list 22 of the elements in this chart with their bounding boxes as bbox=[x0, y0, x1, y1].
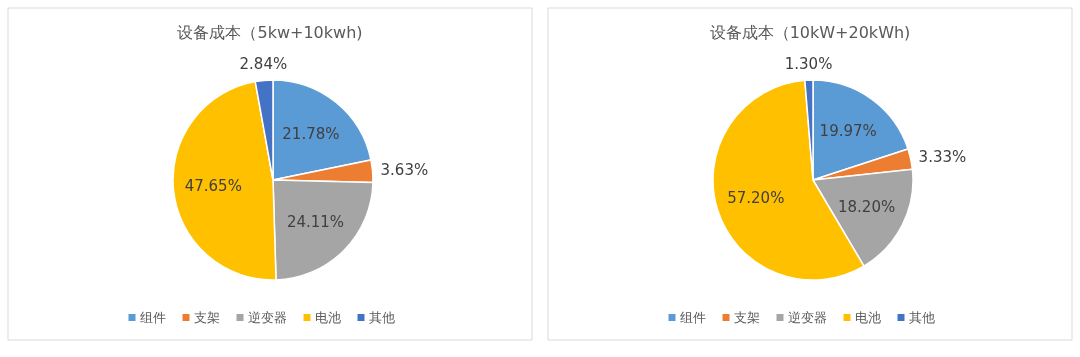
legend-label: 逆变器 bbox=[247, 310, 287, 325]
legend-label: 支架 bbox=[733, 310, 760, 325]
data-label: 57.20% bbox=[727, 189, 785, 208]
data-label: 3.63% bbox=[380, 161, 429, 180]
legend-label: 其他 bbox=[368, 310, 395, 325]
legend-label: 其他 bbox=[908, 310, 935, 325]
chart-title: 设备成本（10kW+20kWh) bbox=[709, 23, 911, 42]
legend-label: 组件 bbox=[139, 310, 166, 325]
data-label: 19.97% bbox=[819, 122, 877, 141]
data-label: 3.33% bbox=[918, 148, 967, 167]
data-label: 1.30% bbox=[784, 55, 833, 74]
legend-label: 组件 bbox=[679, 310, 706, 325]
data-label: 18.20% bbox=[838, 197, 896, 216]
data-label: 2.84% bbox=[239, 55, 288, 74]
data-label: 24.11% bbox=[286, 213, 345, 232]
legend-label: 电池 bbox=[854, 310, 881, 325]
data-label: 47.65% bbox=[184, 177, 242, 196]
data-label: 21.78% bbox=[282, 124, 340, 143]
legend-label: 电池 bbox=[314, 310, 341, 325]
legend-label: 支架 bbox=[193, 310, 220, 325]
chart-title: 设备成本（5kw+10kwh) bbox=[177, 23, 363, 42]
legend-label: 逆变器 bbox=[787, 310, 827, 325]
